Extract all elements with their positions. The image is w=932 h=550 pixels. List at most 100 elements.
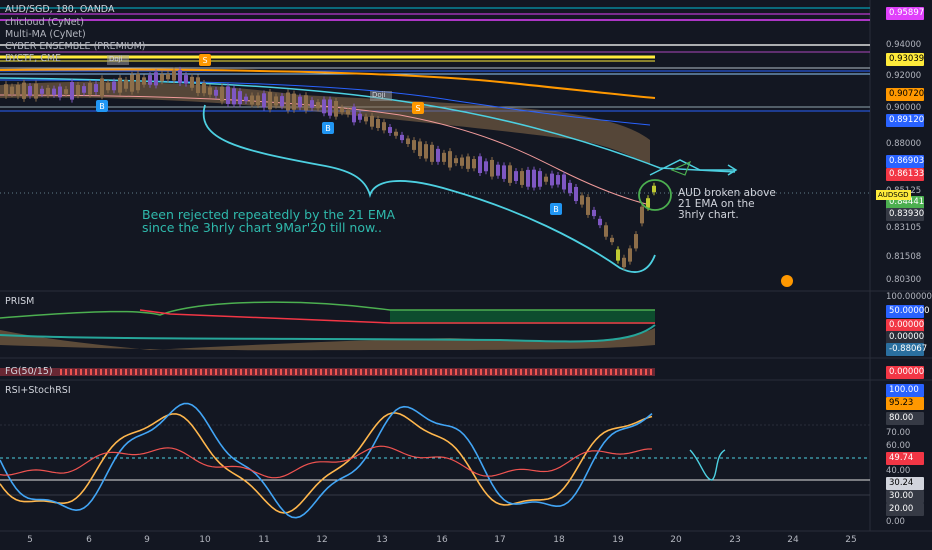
fg-bar — [390, 369, 392, 375]
annotation-main[interactable]: Been rejected repeatedly by the 21 EMA s… — [142, 208, 395, 234]
candle — [484, 161, 488, 172]
rsi-tag: 49.74 — [886, 452, 924, 465]
fg-bar — [340, 369, 342, 375]
candle — [184, 75, 188, 84]
fg-bar — [405, 369, 407, 375]
candle — [256, 95, 260, 105]
time-tick: 11 — [258, 535, 270, 545]
candle — [442, 152, 446, 162]
fg-bar — [70, 369, 72, 375]
annotation-line: since the 3hrly chart 9Mar'20 till now.. — [142, 220, 382, 235]
fg-bar — [140, 369, 142, 375]
candle — [148, 75, 152, 85]
fg-bar — [575, 369, 577, 375]
prism-title[interactable]: PRISM — [5, 296, 35, 307]
doji-label: Doji — [109, 55, 123, 63]
price-label: 0.83105 — [886, 223, 922, 233]
projection-arrow[interactable] — [649, 159, 735, 176]
candle — [286, 92, 290, 111]
annotation-side[interactable]: AUD broken above 21 EMA on the 3hrly cha… — [678, 188, 776, 221]
fg-bar — [245, 369, 247, 375]
candle — [178, 69, 182, 83]
fg-bar — [490, 369, 492, 375]
fg-bar — [335, 369, 337, 375]
candle — [424, 144, 428, 159]
candle — [574, 186, 578, 202]
fg-bar — [65, 369, 67, 375]
fg-bar — [175, 369, 177, 375]
fg-bar — [330, 369, 332, 375]
prism-tag: 0.00000 — [886, 331, 924, 344]
ema-drawing[interactable] — [202, 104, 656, 273]
fg-bar — [180, 369, 182, 375]
candle — [550, 173, 554, 186]
candle — [544, 176, 548, 182]
rsi-tag: 30.24 — [886, 477, 924, 490]
candle — [100, 78, 104, 97]
indicator-multima[interactable]: Multi-MA (CyNet) — [5, 29, 86, 40]
fg-bar — [145, 369, 147, 375]
price-tag: 0.86133 — [886, 168, 924, 181]
candle — [202, 83, 206, 94]
fg-bar — [510, 369, 512, 375]
candle — [382, 122, 386, 131]
fg-bar — [395, 369, 397, 375]
breakout-circle[interactable] — [638, 179, 672, 211]
candle — [250, 95, 254, 105]
rsi-label: 70.00 — [886, 428, 911, 438]
alert-icon[interactable] — [781, 275, 793, 287]
time-tick: 19 — [612, 535, 624, 545]
candle — [580, 195, 584, 205]
prism-tag: 50.00000 — [886, 305, 930, 318]
fg-bar — [620, 369, 622, 375]
fg-bar — [125, 369, 127, 375]
price-tag: 0.86903 — [886, 155, 924, 168]
candle — [196, 77, 200, 94]
symbol-title[interactable]: AUD/SGD, 180, OANDA — [5, 4, 115, 15]
fg-bar — [305, 369, 307, 375]
candle — [328, 99, 332, 116]
candle — [448, 151, 452, 168]
price-label: 0.80300 — [886, 275, 922, 285]
candle — [520, 171, 524, 185]
prism-label: 100.00000 — [886, 292, 932, 302]
svg-text:B: B — [325, 124, 331, 133]
fg-bar — [315, 369, 317, 375]
time-tick: 16 — [436, 535, 448, 545]
time-tick: 9 — [144, 535, 150, 545]
fg-bar — [60, 369, 62, 375]
fg-bar — [210, 369, 212, 375]
candle — [10, 86, 14, 95]
fg-bar — [300, 369, 302, 375]
fg-bar — [370, 369, 372, 375]
fg-bar — [410, 369, 412, 375]
candle — [466, 156, 470, 169]
candle — [106, 83, 110, 91]
candle — [208, 87, 212, 95]
indicator-cyber[interactable]: CYBER ENSEMBLE (PREMIUM) — [5, 41, 146, 52]
fg-bar — [205, 369, 207, 375]
price-label: 0.94000 — [886, 40, 922, 50]
indicator-chicloud[interactable]: chicloud (CyNet) — [5, 17, 84, 28]
fg-bar — [590, 369, 592, 375]
fg-bar — [240, 369, 242, 375]
fg-bar — [645, 369, 647, 375]
annotation-line: AUD broken above — [678, 187, 776, 199]
fg-bar — [255, 369, 257, 375]
rsi-title[interactable]: RSI+StochRSI — [5, 385, 71, 396]
candle — [160, 74, 164, 82]
price-tag: 0.89120 — [886, 114, 924, 127]
time-tick: 23 — [729, 535, 741, 545]
candle — [292, 93, 296, 110]
fg-bar — [455, 369, 457, 375]
fg-bar — [270, 369, 272, 375]
fg-bar — [505, 369, 507, 375]
fg-bar — [485, 369, 487, 375]
candle — [646, 198, 650, 208]
candle — [616, 249, 620, 261]
indicator-byctf[interactable]: BYCTF, CME — [5, 53, 62, 64]
candle — [280, 96, 284, 107]
fg-bar — [520, 369, 522, 375]
fg-title[interactable]: FG(50/15) — [5, 366, 53, 377]
